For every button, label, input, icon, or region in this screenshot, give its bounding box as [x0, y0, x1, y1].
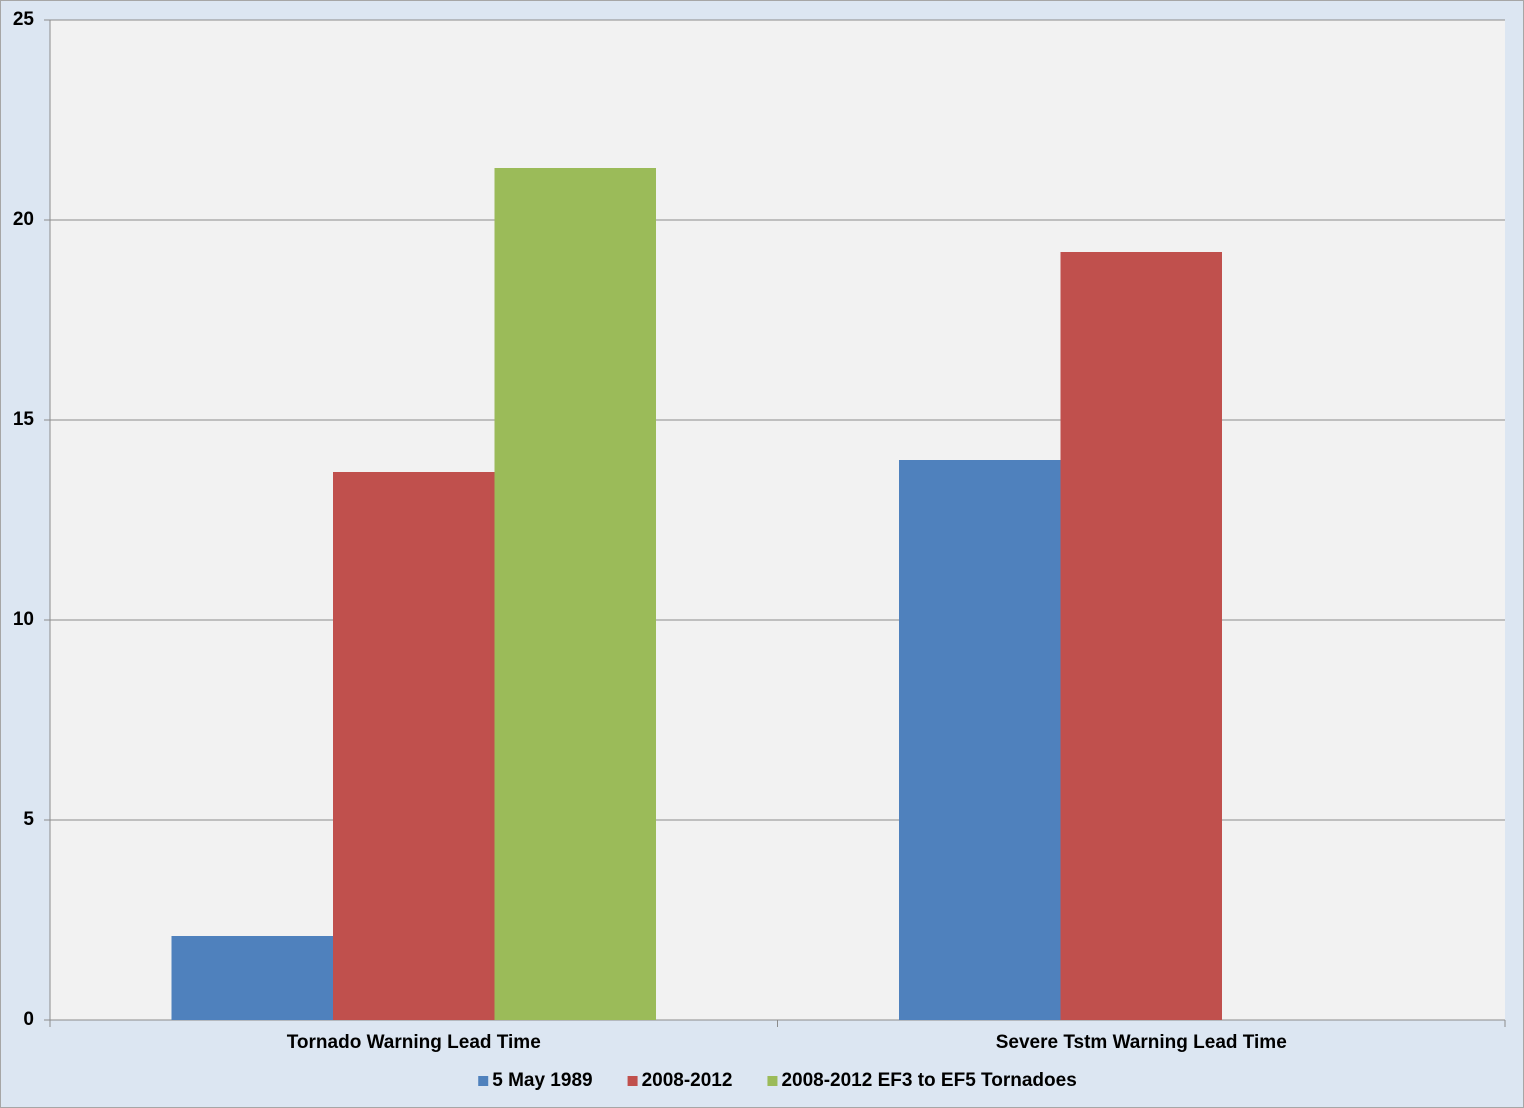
y-tick-label: 0	[23, 1009, 34, 1030]
y-tick-label: 25	[13, 9, 35, 30]
legend-label: 5 May 1989	[492, 1070, 592, 1091]
y-tick-label: 5	[23, 809, 34, 830]
bar	[494, 168, 656, 1020]
y-tick-label: 10	[13, 609, 34, 630]
y-tick-label: 15	[13, 409, 35, 430]
bar	[1060, 252, 1222, 1020]
legend-swatch	[478, 1076, 489, 1086]
bar	[899, 460, 1061, 1020]
bar	[171, 936, 333, 1020]
legend-swatch	[627, 1076, 638, 1086]
bar	[333, 472, 495, 1020]
legend-swatch	[767, 1076, 778, 1086]
plot-area	[50, 20, 1505, 1020]
legend-label: 2008-2012	[642, 1070, 733, 1091]
legend-label: 2008-2012 EF3 to EF5 Tornadoes	[781, 1070, 1076, 1091]
x-tick-label: Tornado Warning Lead Time	[287, 1032, 541, 1053]
x-tick-label: Severe Tstm Warning Lead Time	[996, 1032, 1287, 1053]
y-tick-label: 20	[13, 209, 34, 230]
